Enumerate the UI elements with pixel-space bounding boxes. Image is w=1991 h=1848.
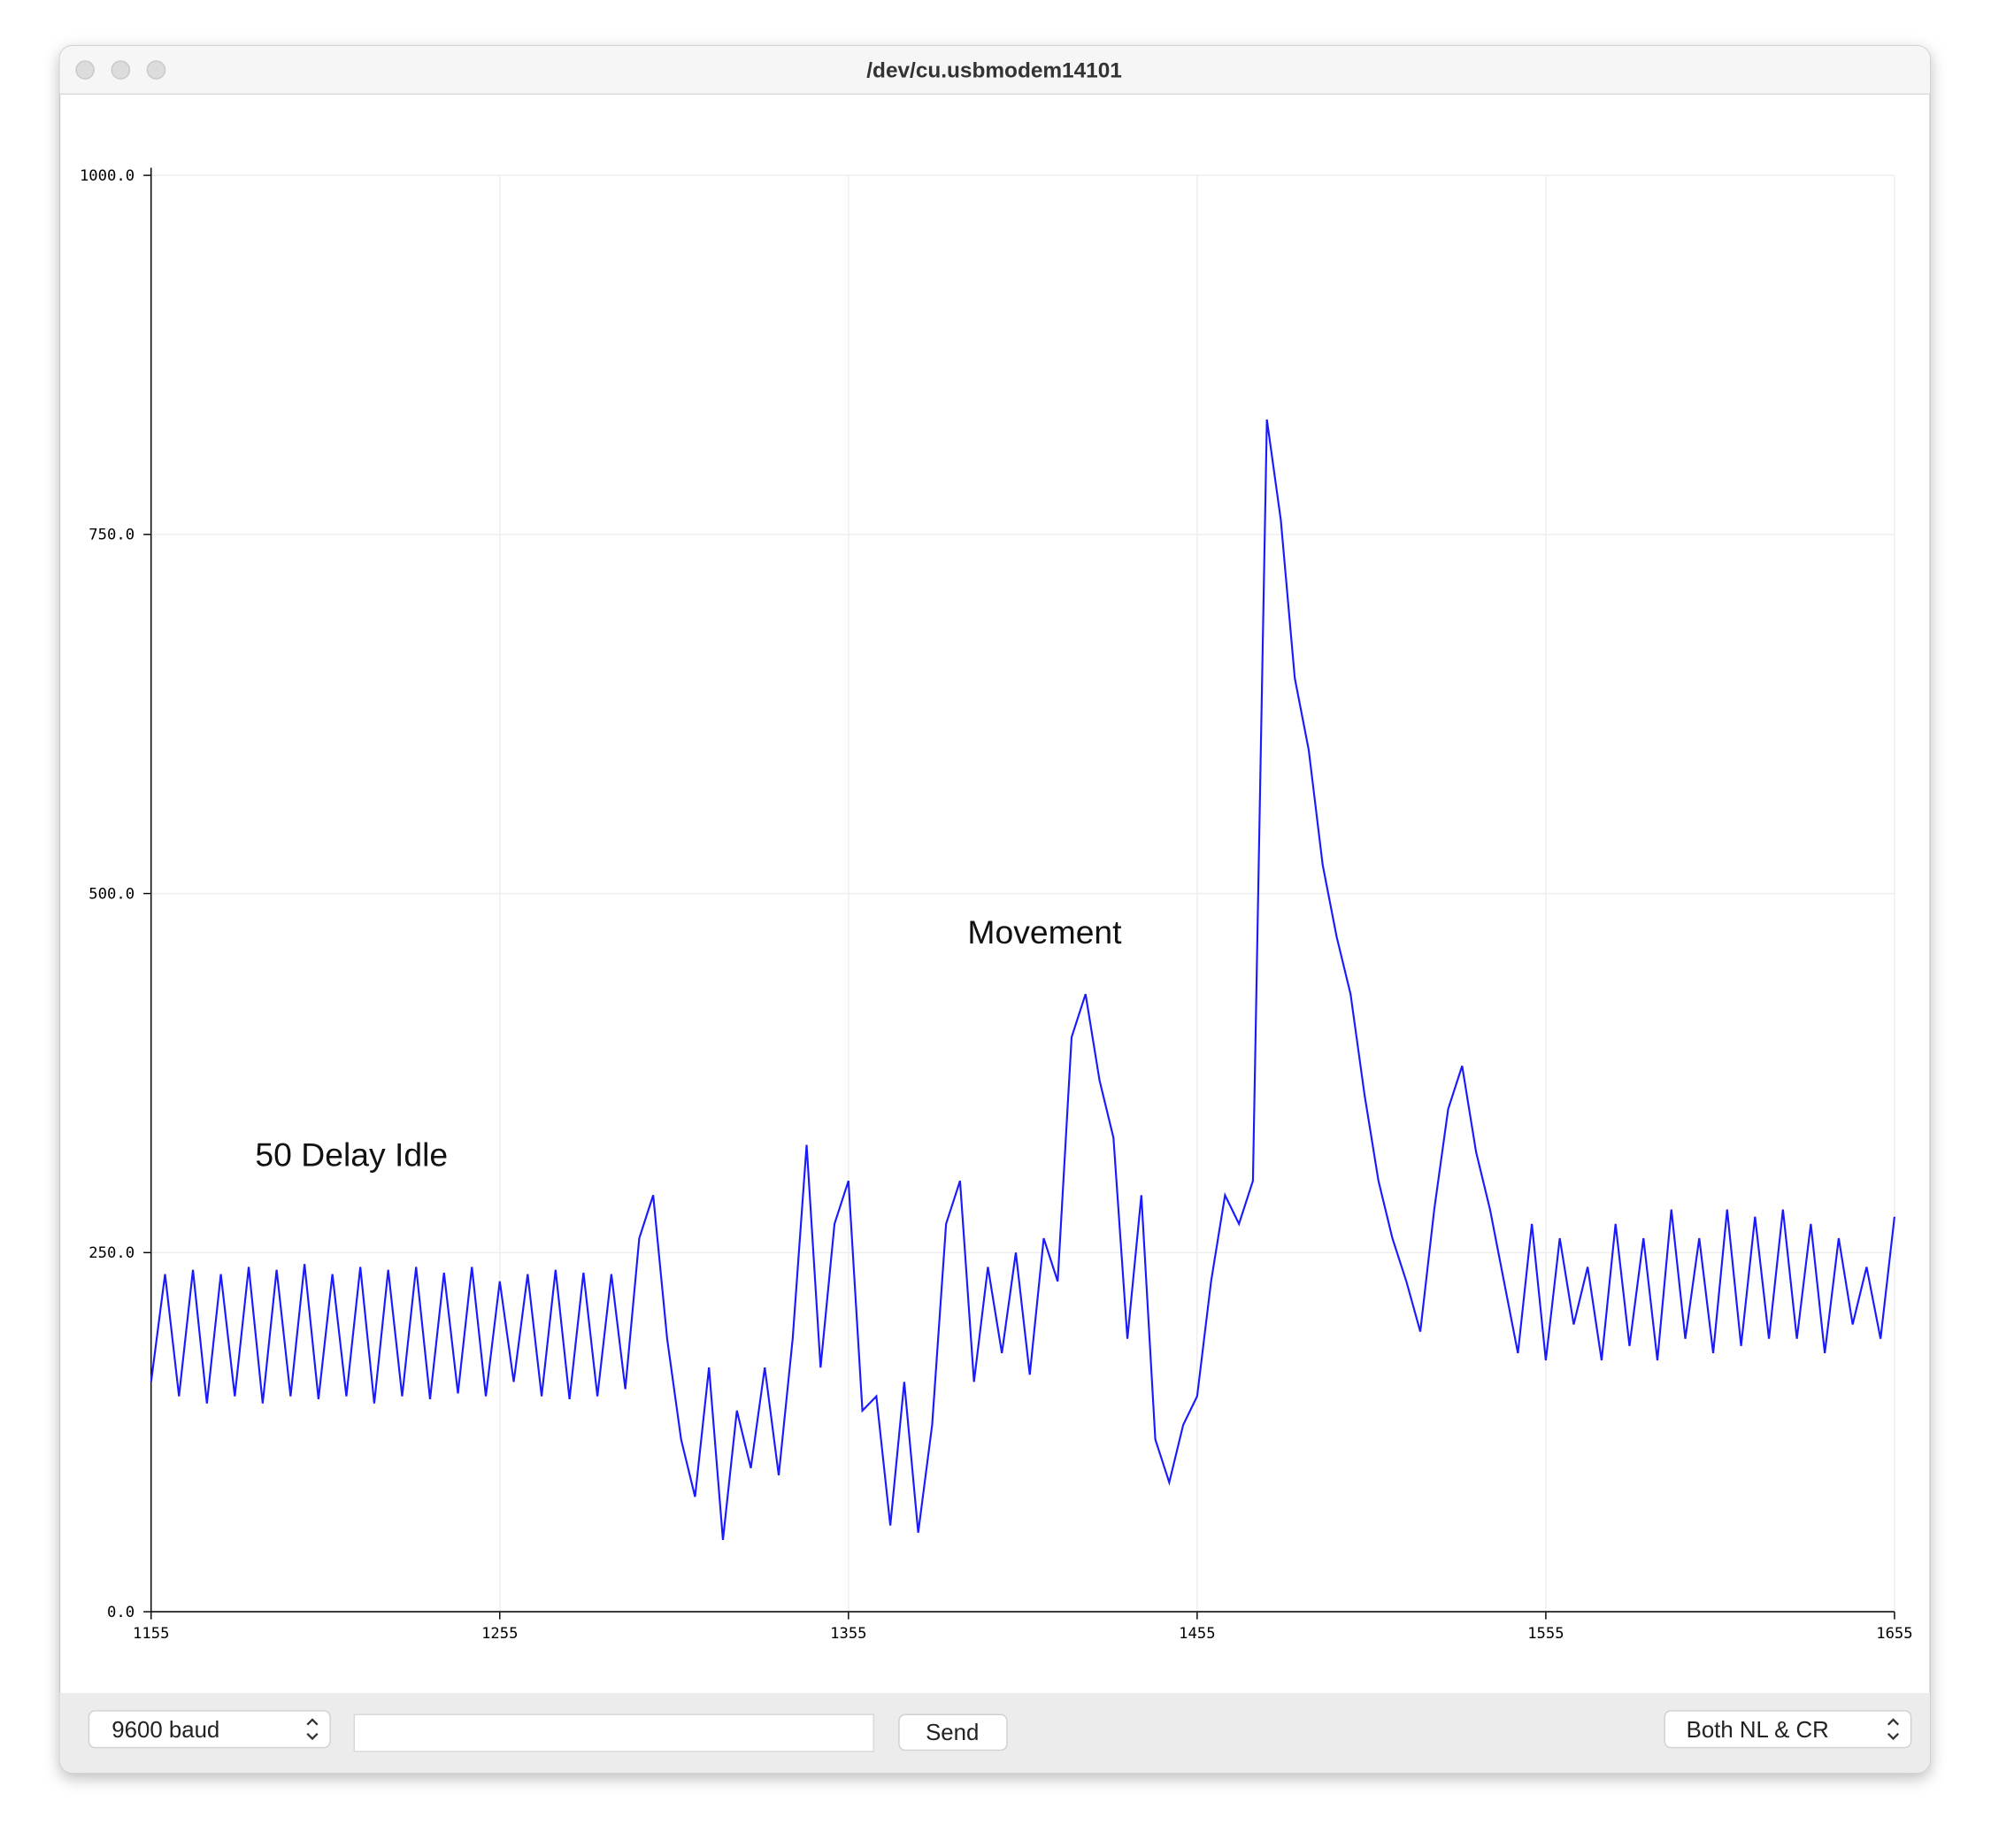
zoom-button[interactable] [146, 60, 166, 80]
series-line [150, 419, 1896, 1540]
message-input[interactable] [353, 1713, 874, 1752]
window-title: /dev/cu.usbmodem14101 [866, 59, 1122, 83]
y-tick-label: 1000.0 [80, 167, 135, 185]
y-tick-label: 250.0 [88, 1244, 135, 1262]
x-tick-label: 1555 [1527, 1625, 1564, 1643]
y-tick-label: 750.0 [88, 527, 135, 544]
plot: 1155 1255 1355 1455 1555 1655 0.0 250.0 500.0 750… [80, 167, 1913, 1643]
x-tick-label: 1255 [481, 1625, 518, 1643]
x-tick-label: 1155 [133, 1625, 169, 1643]
y-tick-label: 500.0 [88, 885, 135, 903]
annotation: 50 Delay Idle [255, 1136, 448, 1173]
close-button[interactable] [75, 60, 95, 80]
send-button[interactable] [898, 1713, 1008, 1752]
title-bar [59, 45, 1931, 95]
line-ending-label: Both NL & CR [1687, 1718, 1829, 1743]
baud-label: 9600 baud [111, 1718, 219, 1743]
window [58, 45, 1931, 1774]
line-ending-select[interactable] [1664, 1710, 1912, 1749]
x-tick-label: 1355 [830, 1625, 866, 1643]
baud-select[interactable] [88, 1710, 331, 1749]
minimize-button[interactable] [111, 60, 131, 80]
send-label: Send [926, 1721, 979, 1745]
select-arrows [1887, 1718, 1900, 1741]
y-tick-label: 0.0 [107, 1604, 135, 1621]
select-arrows [306, 1718, 319, 1741]
annotation: Movement [967, 913, 1122, 951]
x-tick-label: 1655 [1876, 1625, 1912, 1643]
x-tick-label: 1455 [1179, 1625, 1215, 1643]
